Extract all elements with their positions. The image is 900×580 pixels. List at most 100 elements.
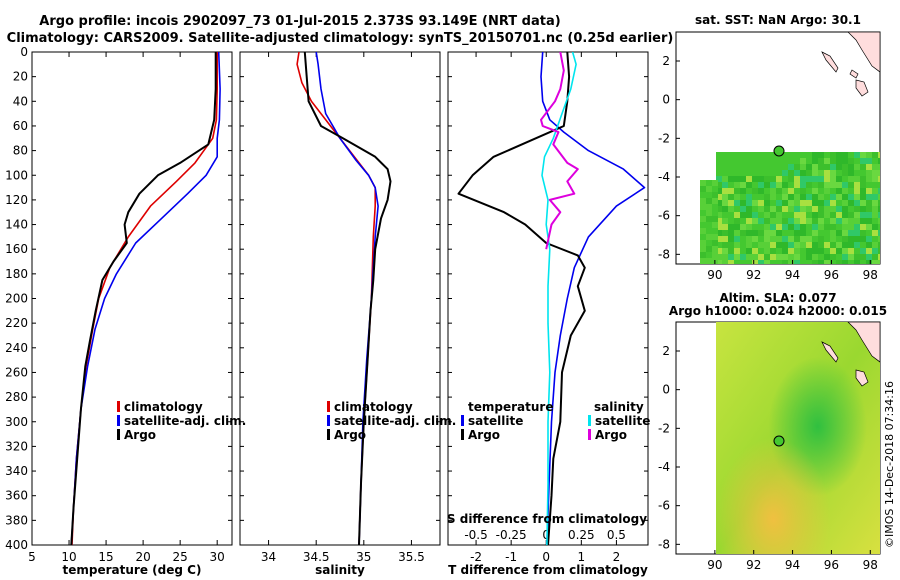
x-tick-label: 2 xyxy=(613,550,621,564)
sst-pixel xyxy=(716,236,722,242)
x-tick-label: 20 xyxy=(135,550,150,564)
sst-pixel xyxy=(770,224,776,230)
sst-pixel xyxy=(782,254,788,260)
series-line-s-argo xyxy=(540,52,579,250)
sst-pixel xyxy=(806,248,812,254)
sst-pixel xyxy=(722,218,728,224)
depth-tick-label: 280 xyxy=(5,390,28,404)
sst-pixel xyxy=(734,242,740,248)
sst-pixel xyxy=(712,186,718,192)
salinity-panel-frame xyxy=(239,51,441,546)
sst-pixel xyxy=(842,230,848,236)
sst-pixel xyxy=(812,158,818,164)
sst-pixel xyxy=(860,260,866,264)
sst-pixel xyxy=(752,206,758,212)
sst-pixel xyxy=(866,254,872,260)
sst-pixel xyxy=(740,200,746,206)
sst-pixel xyxy=(716,188,722,194)
sst-pixel xyxy=(818,170,824,176)
sst-pixel xyxy=(842,194,848,200)
sst-pixel xyxy=(812,206,818,212)
x-tick-label: 34.5 xyxy=(303,550,330,564)
sst-pixel xyxy=(806,170,812,176)
sst-pixel xyxy=(722,242,728,248)
sst-pixel xyxy=(872,170,878,176)
sla-map-content xyxy=(716,322,880,554)
sst-pixel xyxy=(776,224,782,230)
map-x-tick-label: 94 xyxy=(785,558,800,572)
legend-salinity-header: salinity xyxy=(594,400,644,414)
sst-pixel xyxy=(722,182,728,188)
sst-pixel xyxy=(872,194,878,200)
sst-pixel xyxy=(860,224,866,230)
sst-pixel xyxy=(712,246,718,252)
sst-pixel xyxy=(872,188,878,194)
sst-pixel xyxy=(770,236,776,242)
sst-pixel xyxy=(848,152,854,158)
sst-pixel xyxy=(860,218,866,224)
sst-pixel xyxy=(752,224,758,230)
sst-pixel xyxy=(794,242,800,248)
sst-pixel xyxy=(854,230,860,236)
sst-pixel xyxy=(758,248,764,254)
sst-pixel xyxy=(854,224,860,230)
sst-pixel xyxy=(848,212,854,218)
depth-tick-label: 220 xyxy=(5,316,28,330)
land-island xyxy=(849,69,859,79)
sst-pixel xyxy=(734,230,740,236)
depth-axis-labels: 0 20 40 60 80 100 120 140 160 180 200 220 240 260 280 3… xyxy=(5,45,28,552)
sst-pixel xyxy=(700,258,706,264)
sst-pixel xyxy=(728,206,734,212)
sst-pixel xyxy=(706,198,712,204)
legend-satellite: satellite-adj. clim. xyxy=(124,414,246,428)
sst-pixel xyxy=(722,224,728,230)
sst-pixel xyxy=(770,188,776,194)
sst-pixel xyxy=(878,218,880,224)
sst-pixel xyxy=(782,212,788,218)
sst-pixel xyxy=(706,240,712,246)
sst-pixel xyxy=(706,222,712,228)
sst-pixel xyxy=(812,242,818,248)
sst-pixel xyxy=(830,224,836,230)
sst-pixel xyxy=(872,218,878,224)
sst-pixel xyxy=(836,152,842,158)
sst-pixel xyxy=(788,224,794,230)
sst-pixel xyxy=(758,218,764,224)
sst-pixel xyxy=(716,212,722,218)
sst-pixel xyxy=(830,218,836,224)
sla-map-subtitle: Argo h1000: 0.024 h2000: 0.015 xyxy=(669,304,887,318)
legend-swatch-s-satellite xyxy=(588,415,591,426)
sst-pixel xyxy=(794,260,800,264)
sst-pixel xyxy=(782,170,788,176)
sst-pixel xyxy=(700,234,706,240)
sst-pixel xyxy=(734,194,740,200)
sst-pixel xyxy=(812,194,818,200)
map-y-tick-label: -8 xyxy=(658,537,670,551)
sst-pixel xyxy=(848,176,854,182)
sst-pixel xyxy=(728,260,734,264)
sst-pixel xyxy=(776,254,782,260)
sst-pixel xyxy=(824,248,830,254)
sst-pixel xyxy=(800,248,806,254)
sst-pixel xyxy=(836,182,842,188)
sst-pixel xyxy=(866,176,872,182)
sst-pixel xyxy=(800,176,806,182)
sst-pixel xyxy=(848,182,854,188)
sst-pixel xyxy=(758,212,764,218)
difference-x-ticks: -2 -1 0 1 2 -0.5 -0.25 0 0.25 0.5 xyxy=(448,51,648,564)
sst-pixel xyxy=(716,254,722,260)
figure-title-line1: Argo profile: incois 2902097_73 01-Jul-2… xyxy=(39,14,560,29)
sst-pixel xyxy=(806,194,812,200)
sst-pixel xyxy=(712,192,718,198)
sst-pixel xyxy=(734,200,740,206)
sst-pixel xyxy=(800,182,806,188)
sst-pixel xyxy=(712,240,718,246)
depth-tick-label: 380 xyxy=(5,513,28,527)
sst-pixel xyxy=(752,254,758,260)
credit-text: ©IMOS 14-Dec-2018 07:34:16 xyxy=(883,381,896,548)
salinity-legend: climatology satellite-adj. clim. Argo xyxy=(327,400,456,442)
sst-pixel xyxy=(806,176,812,182)
sst-pixel xyxy=(712,234,718,240)
sst-pixel xyxy=(740,182,746,188)
